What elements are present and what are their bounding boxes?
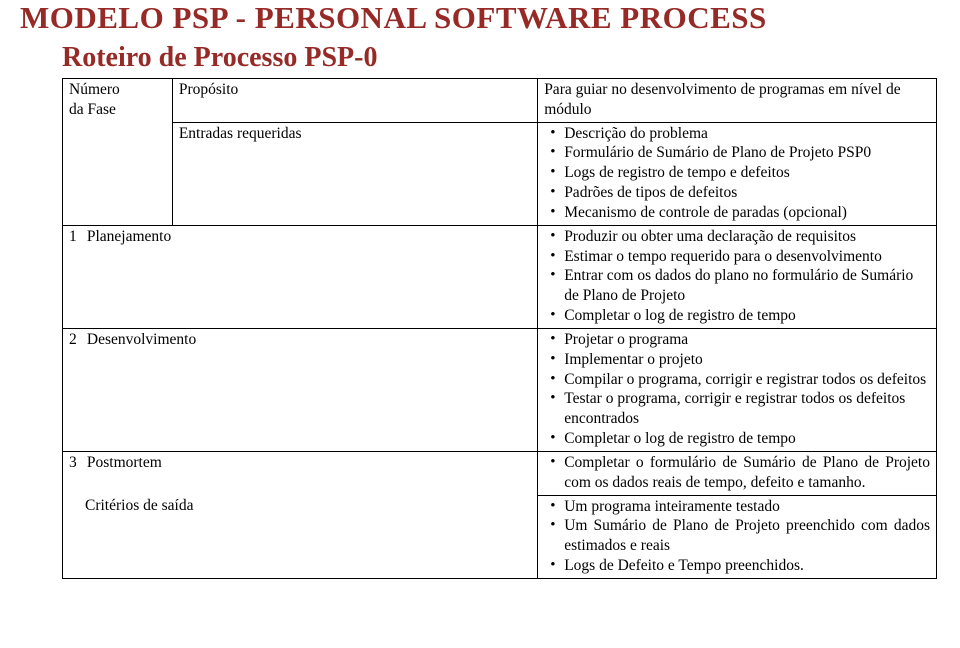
page-subtitle: Roteiro de Processo PSP-0 [62,42,940,74]
phase-3-items-cell: Completar o formulário de Sumário de Pla… [538,451,937,495]
criterios-items-cell: Um programa inteiramente testado Um Sumá… [538,495,937,578]
proposito-label: Propósito [179,81,238,98]
criterios-list: Um programa inteiramente testado Um Sumá… [544,497,930,576]
page-title: MODELO PSP - PERSONAL SOFTWARE PROCESS [20,0,940,36]
list-item: Completar o formulário de Sumário de Pla… [548,453,930,493]
criterios-label-cell: Critérios de saída [63,495,538,578]
proposito-text-cell: Para guiar no desenvolvimento de program… [538,79,937,123]
list-item: Produzir ou obter uma declaração de requ… [548,227,930,247]
phase-2-list: Projetar o programa Implementar o projet… [544,330,930,449]
phase-1-label-cell: 1 Planejamento [63,225,538,328]
criterios-label: Critérios de saída [85,497,193,514]
entradas-label-cell: Entradas requeridas [172,122,537,225]
phase-3-list: Completar o formulário de Sumário de Pla… [544,453,930,493]
list-item: Completar o log de registro de tempo [548,429,930,449]
list-item: Entrar com os dados do plano no formulár… [548,266,930,306]
phase-number: 1 [69,227,83,247]
proposito-cell: Propósito [172,79,537,123]
list-item: Formulário de Sumário de Plano de Projet… [548,143,930,163]
phase-label: Desenvolvimento [87,331,196,348]
phase-number: 2 [69,330,83,350]
process-table: Número da Fase Propósito Para guiar no d… [62,78,937,579]
list-item: Descrição do problema [548,124,930,144]
proposito-text: Para guiar no desenvolvimento de program… [544,81,900,118]
list-item: Um programa inteiramente testado [548,497,930,517]
list-item: Testar o programa, corrigir e registrar … [548,389,930,429]
list-item: Projetar o programa [548,330,930,350]
list-item: Padrões de tipos de defeitos [548,183,930,203]
header-left-cell: Número da Fase [63,79,173,123]
header-left-line2: da Fase [69,101,116,118]
phase-label: Postmortem [87,454,162,471]
entradas-list-cell: Descrição do problema Formulário de Sumá… [538,122,937,225]
phase-label: Planejamento [87,228,171,245]
header-left-line1: Número [69,81,120,98]
list-item: Estimar o tempo requerido para o desenvo… [548,247,930,267]
phase-1-items-cell: Produzir ou obter uma declaração de requ… [538,225,937,328]
list-item: Logs de Defeito e Tempo preenchidos. [548,556,930,576]
entradas-label: Entradas requeridas [179,125,302,142]
phase-number: 3 [69,453,83,473]
phase-1-list: Produzir ou obter uma declaração de requ… [544,227,930,326]
list-item: Compilar o programa, corrigir e registra… [548,370,930,390]
phase-2-items-cell: Projetar o programa Implementar o projet… [538,328,937,451]
list-item: Mecanismo de controle de paradas (opcion… [548,203,930,223]
header-left-cell-2 [63,122,173,225]
list-item: Logs de registro de tempo e defeitos [548,163,930,183]
phase-2-label-cell: 2 Desenvolvimento [63,328,538,451]
list-item: Completar o log de registro de tempo [548,306,930,326]
entradas-list: Descrição do problema Formulário de Sumá… [544,124,930,223]
list-item: Implementar o projeto [548,350,930,370]
phase-3-label-cell: 3 Postmortem [63,451,538,495]
list-item: Um Sumário de Plano de Projeto preenchid… [548,516,930,556]
